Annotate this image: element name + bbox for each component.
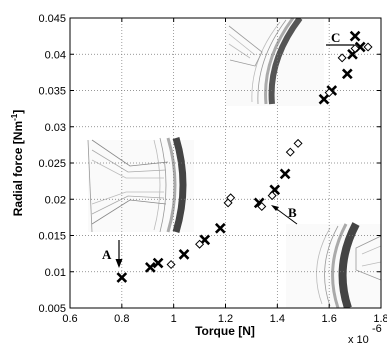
x-tick-label: 1.6	[322, 313, 337, 325]
y-tick-label: 0.015	[38, 231, 66, 243]
x-tick-label: 1	[171, 313, 177, 325]
annotation-b-label: B	[288, 205, 297, 220]
motor-inset-left	[87, 137, 194, 233]
x-axis-multiplier-exp: -6	[372, 323, 382, 335]
data-point-diamond-marker	[293, 138, 303, 148]
data-point-diamond-marker	[363, 42, 373, 52]
motor-inset-b	[286, 222, 381, 308]
data-point-x-marker	[152, 257, 164, 269]
x-tick-label: 1.4	[270, 313, 285, 325]
y-tick-label: 0.005	[38, 303, 66, 315]
y-axis-label-group: Radial force [Nm-1]	[10, 110, 25, 216]
annotation-a-label: A	[102, 247, 112, 262]
data-point-x-marker	[279, 168, 291, 180]
data-point-x-marker	[116, 272, 128, 283]
annotation-c: C	[326, 30, 354, 46]
data-point-x-marker	[178, 249, 190, 260]
x-tick-label: 0.8	[114, 313, 129, 325]
x-tick-label: 1.8	[373, 313, 387, 325]
annotation-a: A	[102, 240, 123, 268]
y-axis-label-text: Radial force [Nm	[11, 121, 25, 216]
x-axis-label: Torque [N]	[195, 324, 255, 338]
data-point-x-marker	[349, 30, 361, 42]
data-point-diamond-marker	[285, 147, 295, 157]
x-tick-label: 0.6	[62, 313, 77, 325]
motor-inset-c	[226, 18, 324, 106]
y-tick-label: 0.03	[45, 122, 66, 134]
data-markers	[116, 30, 373, 283]
x-axis-multiplier: x 10	[348, 334, 369, 346]
y-tick-label: 0.025	[38, 158, 66, 170]
data-point-diamond-marker	[257, 201, 267, 212]
axis-ticks: 0.6 0.8 1 1.2 1.4 1.6 1.8 0.005 0.01 0.015 0.02 0.0…	[38, 13, 387, 325]
data-point-diamond-marker	[267, 191, 277, 201]
y-tick-label: 0.035	[38, 86, 66, 98]
y-tick-label: 0.04	[45, 49, 66, 61]
y-axis-label-sup: -1	[10, 113, 19, 121]
x-tick-label: 1.2	[218, 313, 233, 325]
y-tick-label: 0.01	[45, 267, 66, 279]
data-point-x-marker	[145, 262, 156, 273]
data-point-diamond-marker	[226, 193, 236, 203]
data-point-x-marker	[199, 234, 211, 246]
y-tick-label: 0.02	[45, 194, 66, 206]
data-point-diamond-marker	[195, 239, 205, 249]
data-point-x-marker	[341, 68, 353, 80]
y-tick-label: 0.045	[38, 13, 66, 25]
inset-images	[87, 18, 381, 308]
data-point-diamond-marker	[166, 259, 176, 270]
y-axis-label: Radial force [Nm-1]	[10, 110, 25, 216]
data-point-diamond-marker	[350, 43, 360, 53]
annotation-c-label: C	[331, 30, 340, 45]
x-axis-multiplier-base: x 10	[348, 334, 369, 346]
data-point-x-marker	[318, 93, 330, 105]
data-point-x-marker	[214, 222, 226, 234]
data-point-diamond-marker	[324, 88, 334, 98]
annotation-b: B	[271, 205, 298, 225]
grid-lines	[70, 18, 381, 308]
data-point-diamond-marker	[337, 53, 347, 63]
